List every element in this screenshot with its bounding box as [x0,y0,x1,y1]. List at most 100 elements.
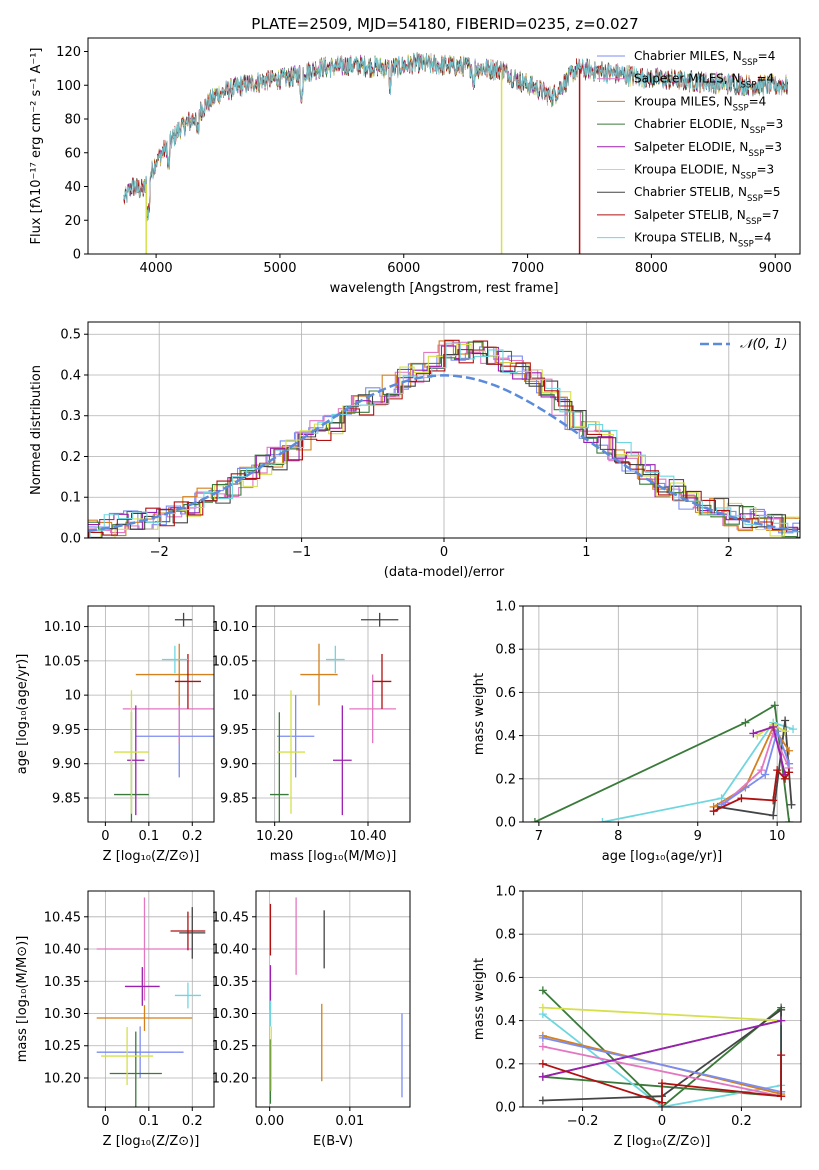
weight-marker [769,722,778,731]
y-tick-label: 0.1 [60,491,81,506]
y-tick-label: 10.40 [44,943,81,958]
y-axis-label: Flux [fλ10⁻¹⁷ erg cm⁻² s⁻¹ A⁻¹] [29,48,44,245]
x-axis-label: Z [log₁₀(Z/Z⊙)] [103,1134,200,1149]
y-tick-label: 120 [56,45,81,60]
weight-marker [538,986,547,995]
y-tick-label: 9.95 [220,723,249,738]
y-tick-label: 10.10 [212,620,249,635]
x-tick-label: 6000 [387,261,420,276]
y-tick-label: 0.3 [60,409,81,424]
weight-line [542,1008,782,1102]
y-tick-label: 10 [64,689,81,704]
x-tick-label: 10.40 [349,829,386,844]
legend-label: Chabrier MILES, NSSP=4 [634,49,775,68]
weight-marker [538,1072,547,1081]
plot-area [269,897,403,1104]
plot-area [270,612,399,822]
y-axis-label: mass [log₁₀(M/M⊙)] [15,936,30,1063]
y-tick-label: 0 [73,248,81,263]
y-tick-label: 10.25 [212,1039,249,1054]
y-tick-label: 10.20 [44,1071,81,1086]
y-tick-label: 10 [232,689,249,704]
y-axis-label: Normed distribution [29,365,44,495]
weight-marker [781,716,790,725]
legend-label: Chabrier STELIB, NSSP=5 [634,185,781,204]
weight-marker [538,1096,547,1105]
legend-label: Salpeter STELIB, NSSP=7 [634,208,779,227]
y-tick-label: 0.5 [60,328,81,343]
y-tick-label: 10.30 [44,1007,81,1022]
y-tick-label: 0.0 [60,532,81,547]
y-tick-label: 100 [56,79,81,94]
legend-label: Kroupa ELODIE, NSSP=3 [634,163,774,182]
spectrum-panel: 4000 5000 6000 7000 8000 9000 0 20 40 60 80 100 120 w… [29,37,801,296]
x-axis-label: wavelength [Angstrom, rest frame] [330,281,559,296]
age_vs_mass-panel: 10.20 10.40 9.85 9.90 9.95 10 10.05 10.10 mass [… [212,605,411,864]
histogram-step [88,343,800,538]
y-tick-label: 60 [64,146,81,161]
y-tick-label: 10.35 [44,975,81,990]
legend-label: 𝒩(0, 1) [740,337,787,352]
weight-marker [658,1079,666,1088]
x-tick-label: 0.1 [138,829,159,844]
y-tick-label: 9.95 [52,723,81,738]
y-tick-label: 0.2 [60,450,81,465]
plot-area [88,339,800,538]
spectrum-line [123,51,788,221]
weight-marker [749,729,758,738]
x-tick-label: 0.2 [182,1114,203,1129]
weight-line [542,1037,782,1093]
y-tick-label: 40 [64,180,81,195]
weight-marker [598,818,607,822]
x-tick-label: 4000 [140,261,173,276]
y-tick-label: 10.35 [212,975,249,990]
x-axis-label: (data-model)/error [384,565,505,580]
x-tick-label: 0 [101,829,109,844]
x-axis-label: Z [log₁₀(Z/Z⊙)] [614,1134,711,1149]
spectrum-legend: Chabrier MILES, NSSP=4 Salpeter MILES, NS… [597,49,783,250]
x-tick-label: 10.20 [256,829,293,844]
axes-frame [87,37,801,255]
y-tick-label: 0.4 [60,368,81,383]
x-tick-label: 2 [725,545,733,560]
x-tick-label: 0 [658,1114,666,1129]
legend-label: Salpeter MILES, NSSP=4 [634,72,774,91]
weight-line [542,1019,782,1078]
weight-marker [787,800,796,809]
mass_weight_vs_Z-panel: −0.2 0 0.2 0.0 0.2 0.4 0.6 0.8 1.0 Z [log₁₀(Z/Z⊙)… [472,885,802,1149]
legend-label: Chabrier ELODIE, NSSP=3 [634,117,783,136]
y-tick-label: 9.85 [52,792,81,807]
weight-marker [777,1092,786,1101]
weight-marker [773,766,782,775]
weight-marker [741,718,750,727]
weight-marker [777,1051,786,1060]
plot-area [114,612,214,822]
weight-marker [769,796,778,805]
x-tick-label: 10 [769,829,786,844]
y-tick-label: 0.2 [495,1057,516,1072]
y-tick-label: 0.4 [495,1014,516,1029]
mass_weight_vs_age-panel: 7 8 9 10 0.0 0.2 0.4 0.6 0.8 1.0 age [log₁₀(age/yr… [472,600,802,864]
weight-marker [785,746,794,755]
weight-marker [785,818,794,822]
y-axis-label: mass weight [472,958,487,1040]
axes-frame [522,605,802,823]
weight-marker [658,1098,666,1107]
x-tick-label: 0.2 [731,1114,752,1129]
y-tick-label: 0.8 [495,928,516,943]
x-tick-label: 5000 [263,261,296,276]
y-tick-label: 0.0 [495,816,516,831]
y-tick-label: 80 [64,113,81,128]
weight-marker [530,818,539,822]
weight-marker [709,807,718,816]
chart-panels: 4000 5000 6000 7000 8000 9000020406080100120w… [15,37,802,1149]
y-tick-label: 0.6 [495,686,516,701]
y-tick-label: 10.45 [212,910,249,925]
y-tick-label: 10.30 [212,1007,249,1022]
y-tick-label: 1.0 [495,885,516,900]
x-axis-label: age [log₁₀(age/yr)] [602,849,723,864]
weight-line [542,1045,782,1098]
y-tick-label: 0.8 [495,643,516,658]
weight-marker [785,768,794,777]
